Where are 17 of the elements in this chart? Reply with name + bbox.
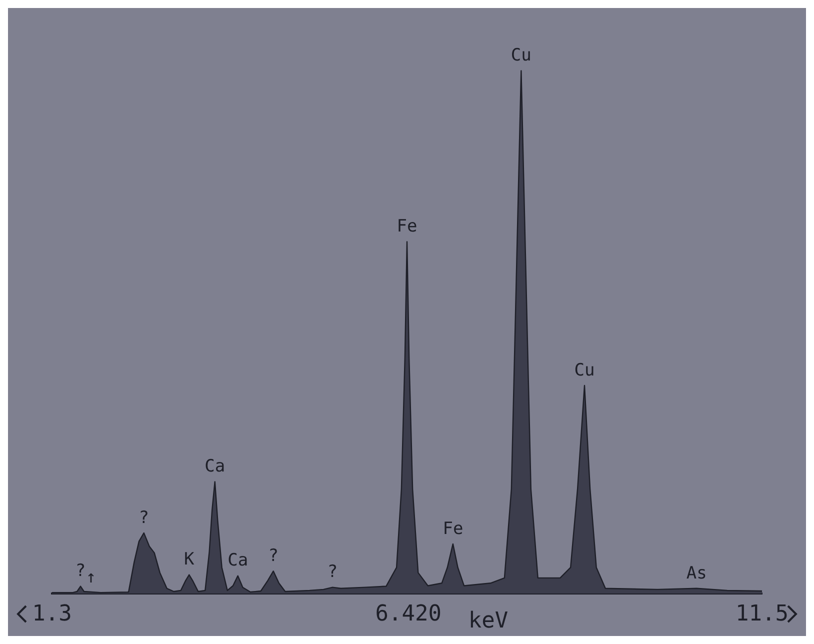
x-tick-label: 11.5 — [736, 602, 788, 627]
annotation: ? — [327, 562, 338, 582]
annotation: ↑ — [86, 567, 96, 588]
x-tick-label: 6.420 — [375, 602, 442, 627]
x-axis-title: keV — [468, 608, 508, 634]
annotation: Cu — [574, 360, 595, 380]
x-tick-label: 1.3 — [32, 602, 72, 627]
annotation: Fe — [442, 518, 464, 539]
annotation: ? — [75, 561, 86, 582]
annotation: ? — [268, 546, 278, 566]
annotation: Ca — [228, 550, 248, 571]
annotation: K — [184, 550, 195, 570]
annotation: Cu — [510, 46, 532, 66]
annotation: Fe — [396, 216, 418, 237]
annotation: ? — [138, 508, 150, 528]
annotation: Ca — [204, 456, 226, 477]
annotation: As — [686, 563, 707, 584]
